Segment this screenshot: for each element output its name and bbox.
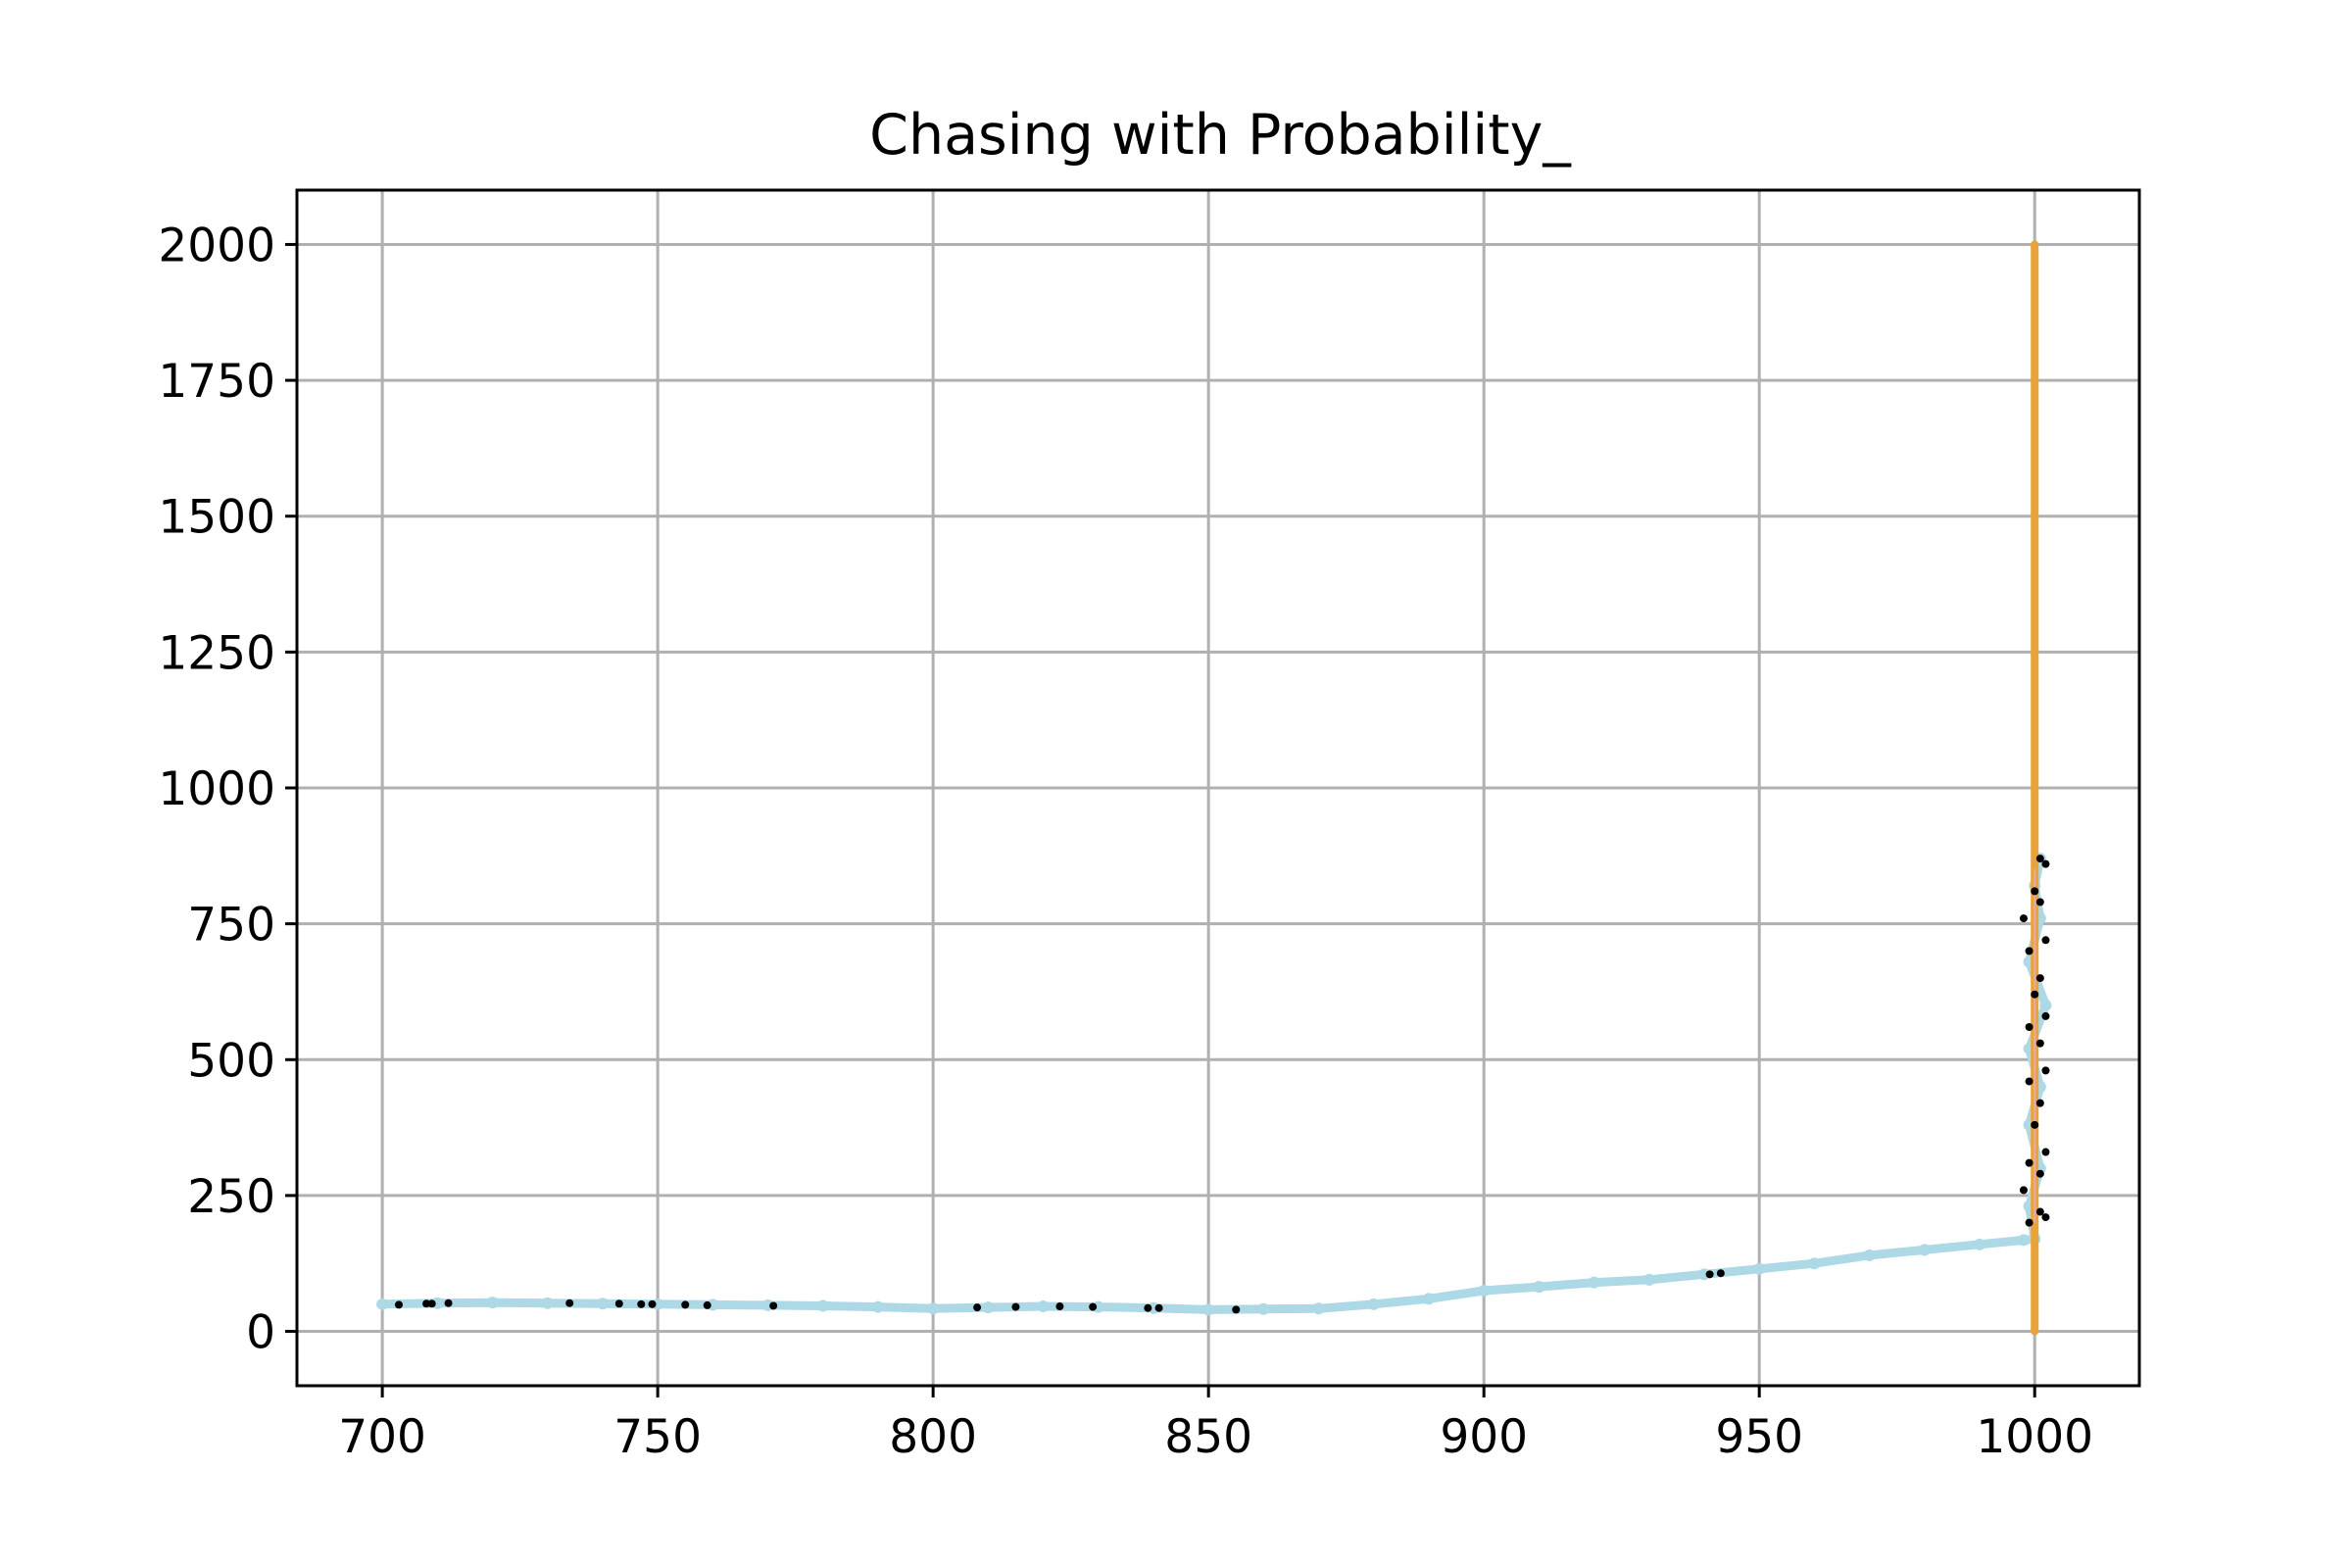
chaser-path-point [596, 1298, 609, 1310]
data-layer [376, 240, 2052, 1336]
y-tick-label: 1000 [158, 762, 275, 816]
chaser-path-point [1808, 1257, 1821, 1270]
chaser-path-point [2039, 999, 2052, 1011]
chaser-path-point [1312, 1302, 1325, 1315]
x-tick-label: 1000 [1976, 1410, 2093, 1464]
x-axis: 700 750 800 850 900 950 1000 [338, 1386, 2093, 1464]
event-marker-point [2025, 1158, 2034, 1167]
chaser-path-point [541, 1297, 554, 1309]
x-tick-label: 850 [1164, 1410, 1252, 1464]
event-marker-point [2025, 1218, 2034, 1227]
event-marker-point [2035, 855, 2044, 863]
event-marker-point [394, 1300, 403, 1309]
y-tick-label: 1500 [158, 491, 275, 545]
x-tick-label: 900 [1440, 1410, 1528, 1464]
event-marker-point [1055, 1302, 1064, 1311]
event-marker-point [2031, 887, 2039, 896]
y-tick-label: 1250 [158, 626, 275, 680]
x-tick-label: 800 [889, 1410, 977, 1464]
event-marker-point [2035, 974, 2044, 983]
event-marker-point [1144, 1303, 1152, 1312]
chaser-path-point [1257, 1302, 1270, 1315]
event-marker-point [703, 1300, 711, 1309]
event-marker-point [614, 1299, 623, 1308]
event-marker-point [2035, 1039, 2044, 1048]
event-marker-point [1154, 1303, 1163, 1312]
event-marker-point [2041, 1148, 2050, 1156]
event-marker-point [2025, 1023, 2034, 1031]
event-marker-point [2025, 947, 2034, 956]
y-tick-label: 1750 [158, 355, 275, 409]
event-marker-point [1089, 1302, 1098, 1311]
event-marker-point [1716, 1269, 1725, 1278]
chaser-path-point [486, 1297, 499, 1309]
chaser-path-point [1974, 1238, 1986, 1250]
y-tick-label: 750 [187, 899, 275, 953]
x-tick-label: 700 [338, 1410, 426, 1464]
chaser-path-point [1422, 1293, 1435, 1305]
event-marker-point [2019, 914, 2028, 923]
event-marker-point [2035, 1099, 2044, 1107]
event-marker-point [2035, 1207, 2044, 1216]
event-marker-point [2041, 936, 2050, 945]
event-marker-point [1011, 1302, 1020, 1311]
chart-title: Chasing with Probability_ [869, 103, 1572, 168]
event-marker-point [769, 1301, 778, 1310]
event-marker-point [1705, 1270, 1714, 1279]
chaser-path-point [1588, 1276, 1600, 1289]
y-tick-label: 500 [187, 1034, 275, 1088]
event-marker-point [973, 1303, 982, 1312]
y-tick-label: 2000 [158, 219, 275, 272]
chaser-path-point [1478, 1284, 1491, 1297]
chaser-path-point [1037, 1300, 1050, 1313]
chaser-path-point [1367, 1298, 1380, 1310]
y-axis: 0 250 500 750 1000 1250 1500 1750 2000 [158, 219, 297, 1360]
event-marker-point [648, 1299, 657, 1308]
event-marker-point [2041, 1011, 2050, 1020]
event-marker-point [565, 1298, 574, 1307]
chaser-path-point [871, 1300, 884, 1313]
chaser-path-point [1202, 1303, 1215, 1316]
chaser-path-point [376, 1298, 389, 1310]
event-marker-point [422, 1299, 431, 1308]
event-marker-point [2041, 859, 2050, 868]
chaser-path-line [377, 854, 2050, 1314]
y-tick-label: 250 [187, 1170, 275, 1224]
event-marker-point [2025, 1077, 2034, 1086]
event-marker-point [427, 1299, 436, 1308]
chaser-path-point [816, 1299, 829, 1312]
grid-layer [297, 190, 2139, 1386]
x-tick-label: 950 [1715, 1410, 1803, 1464]
event-marker-point [2031, 1120, 2039, 1129]
event-marker-point [2031, 990, 2039, 999]
event-marker-point [637, 1299, 646, 1308]
chaser-path-point [1642, 1273, 1655, 1286]
event-marker-point [2035, 898, 2044, 906]
chaser-path-point [1918, 1244, 1931, 1256]
x-tick-label: 750 [613, 1410, 702, 1464]
event-marker-point [2019, 1186, 2028, 1195]
event-marker-point [2041, 1066, 2050, 1075]
chaser-path-point [1533, 1281, 1545, 1294]
chaser-path-point [1863, 1249, 1876, 1261]
chaser-path-point [982, 1301, 995, 1314]
event-marker-point [2035, 1169, 2044, 1178]
event-marker-point [444, 1298, 453, 1307]
event-marker-point [2041, 1213, 2050, 1222]
chaser-path-point [927, 1302, 940, 1315]
chaser-path-point [1753, 1262, 1766, 1275]
event-marker-point [1232, 1305, 1241, 1314]
event-marker-point [681, 1300, 690, 1309]
y-tick-label: 0 [246, 1306, 275, 1360]
chaser-path-point [2017, 1234, 2030, 1247]
